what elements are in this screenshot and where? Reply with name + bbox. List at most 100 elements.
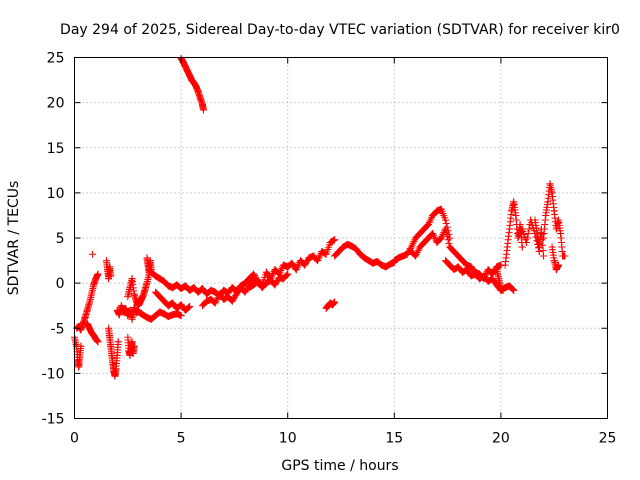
y-tick-label: 15	[47, 141, 65, 157]
x-tick-label: 0	[70, 431, 79, 447]
x-tick-label: 20	[492, 431, 510, 447]
y-tick-label: 20	[47, 96, 65, 112]
y-tick-label: 25	[47, 51, 65, 67]
data-series	[177, 54, 207, 114]
data-point	[242, 287, 250, 295]
data-point	[283, 271, 291, 279]
data-point	[314, 257, 322, 265]
data-series	[245, 270, 292, 292]
data-point	[554, 261, 562, 269]
data-point	[330, 236, 338, 244]
data-point	[284, 270, 292, 278]
data-point	[430, 233, 438, 241]
data-point	[426, 217, 434, 225]
x-axis: 0 5 10 15 20 25	[70, 57, 616, 447]
data-point	[435, 236, 443, 244]
data-point	[425, 219, 433, 227]
data-series	[71, 333, 85, 371]
data-point	[441, 225, 449, 233]
data-series	[322, 298, 339, 312]
data-point	[410, 238, 418, 246]
y-tick-label: 0	[56, 276, 65, 292]
data-point	[315, 253, 323, 261]
data-point	[107, 272, 115, 280]
data-point	[186, 303, 194, 311]
data-series	[73, 270, 102, 334]
data-point	[515, 232, 523, 240]
data-point	[114, 338, 122, 346]
data-point	[443, 232, 451, 240]
data-point	[442, 220, 450, 228]
data-point	[272, 279, 280, 287]
data-point	[301, 261, 309, 269]
data-point	[403, 250, 411, 258]
data-point	[424, 220, 432, 228]
data-point	[413, 248, 421, 256]
data-point	[273, 278, 281, 286]
data-series	[102, 257, 115, 283]
data-point	[302, 258, 310, 266]
data-point	[412, 250, 420, 258]
data-point	[409, 239, 417, 247]
data-series	[390, 205, 454, 265]
data-series	[331, 240, 398, 271]
data-point	[442, 229, 450, 237]
data-point	[250, 272, 258, 280]
y-axis: -15 -10 -5 0 5 10 15 20 25	[42, 51, 608, 428]
data-series	[548, 243, 562, 274]
data-point	[321, 250, 329, 258]
x-axis-label: GPS time / hours	[281, 458, 398, 474]
data-series	[441, 257, 518, 294]
data-point	[251, 273, 259, 281]
data-point	[241, 288, 249, 296]
data-point	[407, 244, 415, 252]
data-point	[509, 285, 517, 293]
data-point	[268, 271, 276, 279]
data-point	[282, 272, 290, 280]
data-point	[540, 252, 548, 260]
data-series	[493, 266, 507, 294]
data-point	[439, 230, 447, 238]
data-point	[524, 229, 532, 237]
data-point	[518, 243, 526, 251]
data-point	[199, 106, 207, 114]
data-point	[211, 299, 219, 307]
data-series	[147, 268, 249, 300]
data-point	[213, 295, 221, 303]
data-point	[77, 342, 85, 350]
y-tick-label: -5	[51, 321, 65, 337]
data-point	[412, 252, 420, 260]
data-point	[292, 266, 300, 274]
data-point	[441, 216, 449, 224]
data-point	[429, 229, 437, 237]
data-point	[271, 281, 279, 289]
data-point	[443, 223, 451, 231]
x-tick-label: 10	[279, 431, 297, 447]
y-tick-label: -15	[42, 412, 65, 428]
data-point	[414, 247, 422, 255]
data-point	[250, 270, 258, 278]
data-point	[331, 236, 339, 244]
y-tick-label: 10	[47, 186, 65, 202]
data-point	[499, 286, 507, 294]
data-point	[293, 264, 301, 272]
data-point	[277, 266, 285, 274]
data-point	[514, 234, 522, 242]
data-series	[540, 180, 569, 260]
data-point	[523, 234, 531, 242]
data-point	[525, 225, 533, 233]
data-point	[314, 255, 322, 263]
data-point	[94, 338, 102, 346]
data-point	[294, 262, 302, 270]
y-tick-label: -10	[42, 366, 65, 382]
data-series	[152, 288, 194, 314]
data-series	[124, 333, 138, 359]
x-tick-label: 15	[385, 431, 403, 447]
data-series	[134, 308, 185, 323]
data-point	[489, 269, 497, 277]
data-point	[212, 297, 220, 305]
data-point	[408, 241, 416, 249]
data-point	[177, 312, 185, 320]
data-point	[130, 342, 138, 350]
